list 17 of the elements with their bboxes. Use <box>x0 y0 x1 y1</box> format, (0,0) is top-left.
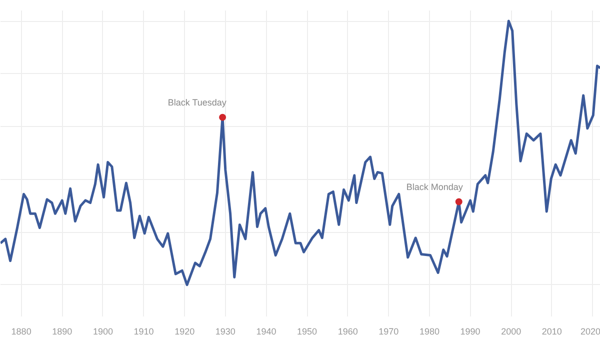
annotation: Black Tuesday <box>168 97 227 108</box>
annotation: Black Monday <box>406 182 464 192</box>
x-tick-label: 2020 <box>580 326 600 336</box>
x-tick-label: 1960 <box>338 326 358 336</box>
x-tick-label: 2000 <box>501 326 522 336</box>
x-tick-label: 1920 <box>174 326 195 336</box>
x-tick-label: 1890 <box>52 326 72 336</box>
x-tick-label: 1880 <box>11 326 32 336</box>
x-tick-label: 1910 <box>134 326 154 336</box>
x-tick-label: 1970 <box>378 326 399 336</box>
x-tick-label: 1950 <box>297 326 318 336</box>
x-tick-label: 2010 <box>542 326 562 336</box>
x-tick-label: 1980 <box>419 326 440 336</box>
x-tick-label: 1930 <box>215 326 236 336</box>
x-tick-label: 1990 <box>460 326 480 336</box>
x-tick-label: 1940 <box>256 326 276 336</box>
x-tick-label: 1900 <box>92 326 113 336</box>
